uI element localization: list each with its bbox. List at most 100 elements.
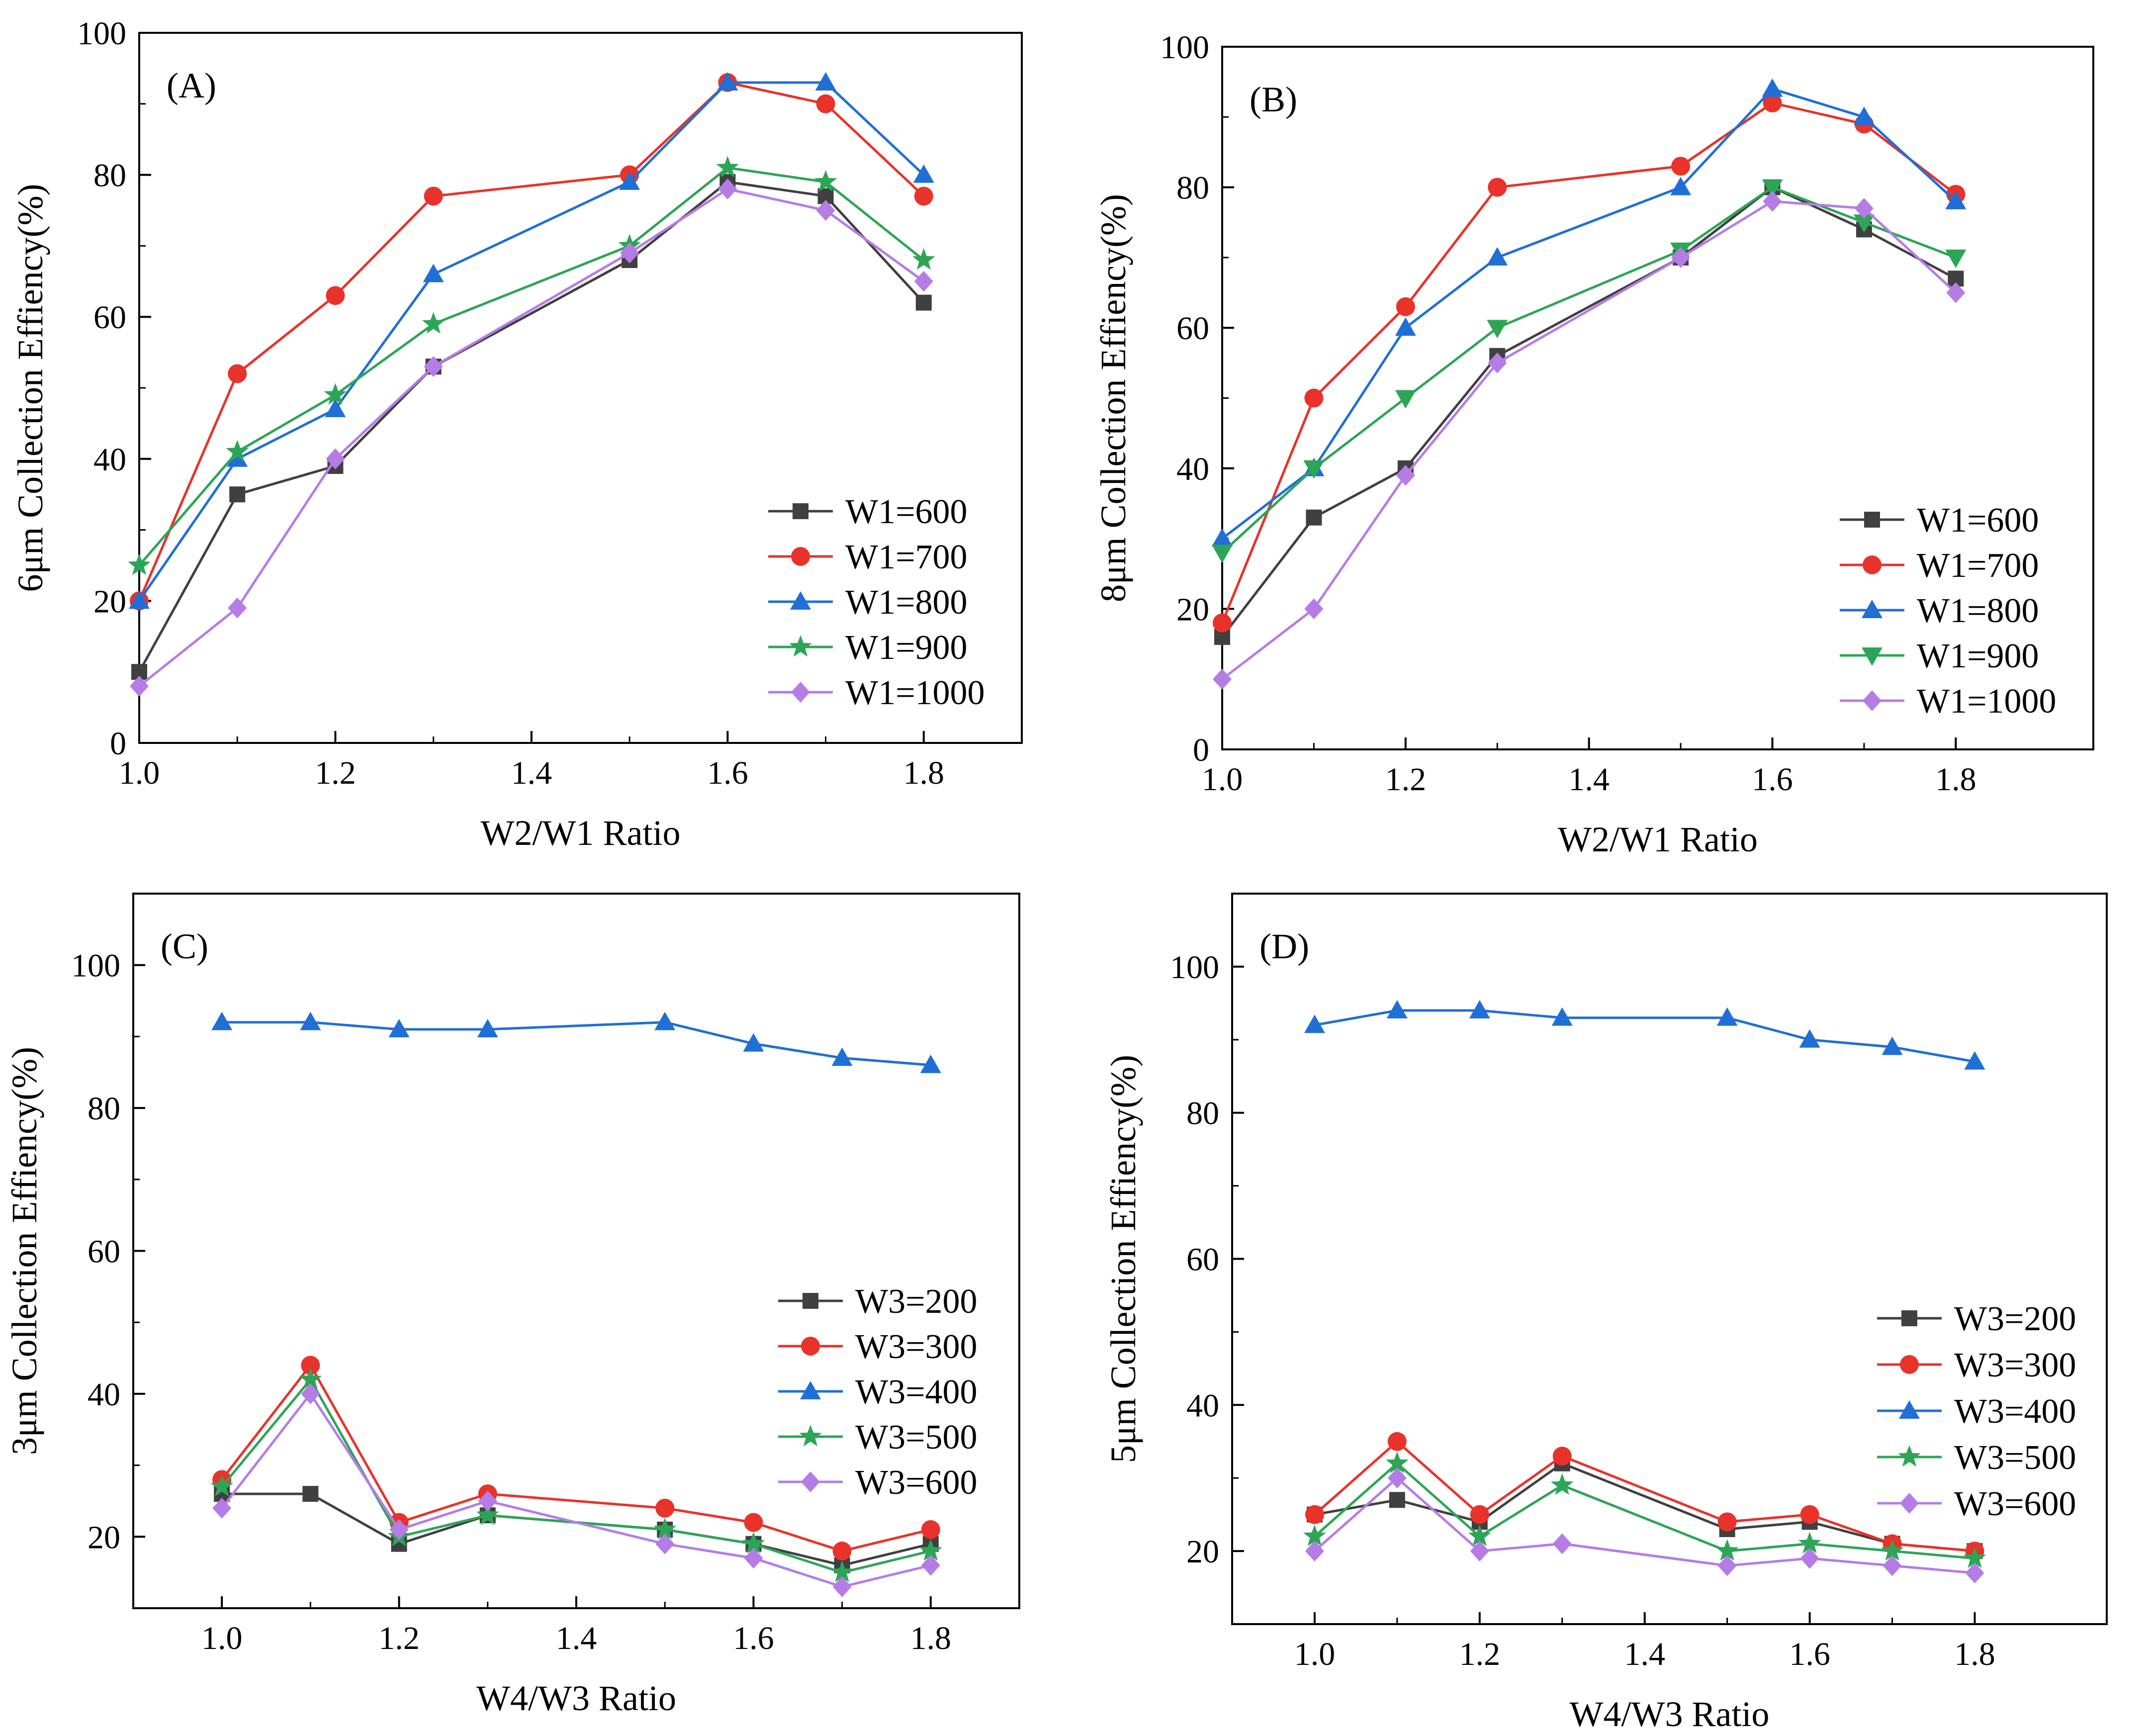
legend-marker — [801, 1337, 820, 1356]
data-point — [1212, 545, 1233, 563]
data-point — [130, 675, 149, 697]
legend-label: W1=900 — [1917, 637, 2039, 675]
data-point — [1487, 247, 1508, 266]
data-point — [1800, 1548, 1819, 1569]
x-tick-label: 1.4 — [511, 755, 552, 791]
data-point — [1469, 1000, 1490, 1019]
legend-marker — [791, 682, 810, 703]
y-tick-label: 0 — [1193, 732, 1209, 768]
data-point — [210, 1474, 233, 1497]
series — [210, 1368, 942, 1582]
data-point — [1468, 1524, 1491, 1547]
legend: W3=200 W3=300 W3=400 W3=500 W3=600 — [778, 1282, 978, 1502]
legend-label: W3=200 — [1954, 1300, 2076, 1338]
legend-marker — [801, 1471, 820, 1492]
data-point — [1387, 1467, 1407, 1489]
data-point — [744, 1513, 763, 1532]
y-tick-label: 80 — [1186, 1096, 1219, 1132]
legend-marker — [1862, 600, 1882, 618]
panel-label: (D) — [1259, 926, 1309, 966]
data-point — [1386, 1000, 1408, 1019]
y-axis-title: 3μm Collection Effiency(%) — [4, 1047, 44, 1455]
data-point — [913, 164, 934, 183]
x-tick-label: 1.8 — [910, 1620, 952, 1656]
data-point — [301, 1383, 320, 1404]
data-point — [1552, 1533, 1572, 1554]
series-line — [1221, 186, 1957, 554]
data-point — [477, 1019, 498, 1038]
x-tick-label: 1.6 — [707, 755, 748, 791]
data-point — [424, 356, 443, 377]
data-point — [1551, 1007, 1573, 1026]
data-point — [326, 448, 345, 469]
x-tick-label: 1.4 — [556, 1620, 597, 1656]
y-tick-label: 100 — [1170, 949, 1219, 986]
x-tick-label: 1.6 — [1752, 761, 1793, 798]
legend-marker — [789, 635, 812, 657]
series — [129, 72, 934, 609]
data-point — [1716, 1007, 1738, 1026]
x-tick-label: 1.0 — [201, 1620, 243, 1656]
data-point — [1763, 190, 1782, 212]
data-point — [1213, 668, 1232, 690]
x-tick-label: 1.2 — [1459, 1636, 1501, 1672]
series-line — [138, 181, 925, 673]
legend-label: W3=300 — [855, 1328, 978, 1366]
series-line — [1221, 101, 1957, 624]
data-point — [1945, 190, 1967, 209]
x-tick-label: 1.0 — [1294, 1636, 1336, 1672]
legend-label: W3=400 — [1954, 1392, 2076, 1431]
x-tick-label: 1.6 — [733, 1620, 774, 1656]
y-tick-label: 60 — [88, 1234, 120, 1270]
series — [1214, 179, 1964, 645]
series — [130, 179, 933, 697]
data-point — [620, 242, 639, 264]
legend-marker — [1900, 1355, 1919, 1374]
data-point — [1387, 1432, 1407, 1451]
data-point — [129, 590, 150, 609]
series — [1212, 179, 1967, 563]
data-point — [1395, 390, 1416, 409]
series-line — [1221, 186, 1957, 638]
data-point — [228, 597, 247, 619]
legend-marker — [1862, 647, 1882, 666]
series — [131, 174, 932, 680]
data-point — [128, 553, 151, 575]
series — [1306, 1455, 1983, 1559]
legend-label: W1=700 — [845, 538, 968, 576]
series-line — [138, 81, 925, 602]
data-point — [1305, 1505, 1324, 1524]
series-line — [138, 81, 925, 602]
series — [1213, 93, 1966, 633]
data-point — [816, 200, 835, 221]
legend-marker — [790, 591, 811, 610]
data-point — [1470, 1541, 1489, 1562]
data-point — [832, 1576, 852, 1597]
data-point — [228, 364, 247, 383]
y-tick-label: 100 — [1160, 29, 1209, 66]
series-line — [221, 1364, 931, 1553]
y-tick-label: 40 — [1176, 451, 1209, 487]
legend-label: W1=600 — [845, 493, 968, 531]
data-point — [1800, 1505, 1819, 1524]
data-point — [1304, 598, 1324, 620]
chart-panel: 1.0 1.2 1.4 1.6 1.8 0 20 40 60 80 100 W2/W1 Ratio 6μ… — [10, 15, 1023, 853]
data-point — [476, 1503, 499, 1525]
data-point — [1799, 1029, 1820, 1048]
data-point — [388, 1019, 410, 1038]
legend-label: W3=200 — [855, 1282, 978, 1321]
data-point — [1881, 1539, 1904, 1561]
data-point — [718, 179, 737, 200]
x-tick-label: 1.8 — [1954, 1636, 1995, 1672]
data-point — [1303, 1524, 1326, 1547]
panel-label: (B) — [1250, 80, 1297, 119]
series-line — [138, 166, 925, 566]
data-point — [1552, 1447, 1572, 1466]
data-point — [619, 171, 640, 190]
data-point — [300, 1011, 321, 1030]
data-point — [1798, 1532, 1821, 1553]
legend: W1=600 W1=700 W1=800 W1=900 W1=1000 — [1840, 501, 2057, 721]
data-point — [229, 486, 246, 503]
x-axis-title: W4/W3 Ratio — [476, 1678, 676, 1718]
data-point — [830, 1560, 854, 1582]
